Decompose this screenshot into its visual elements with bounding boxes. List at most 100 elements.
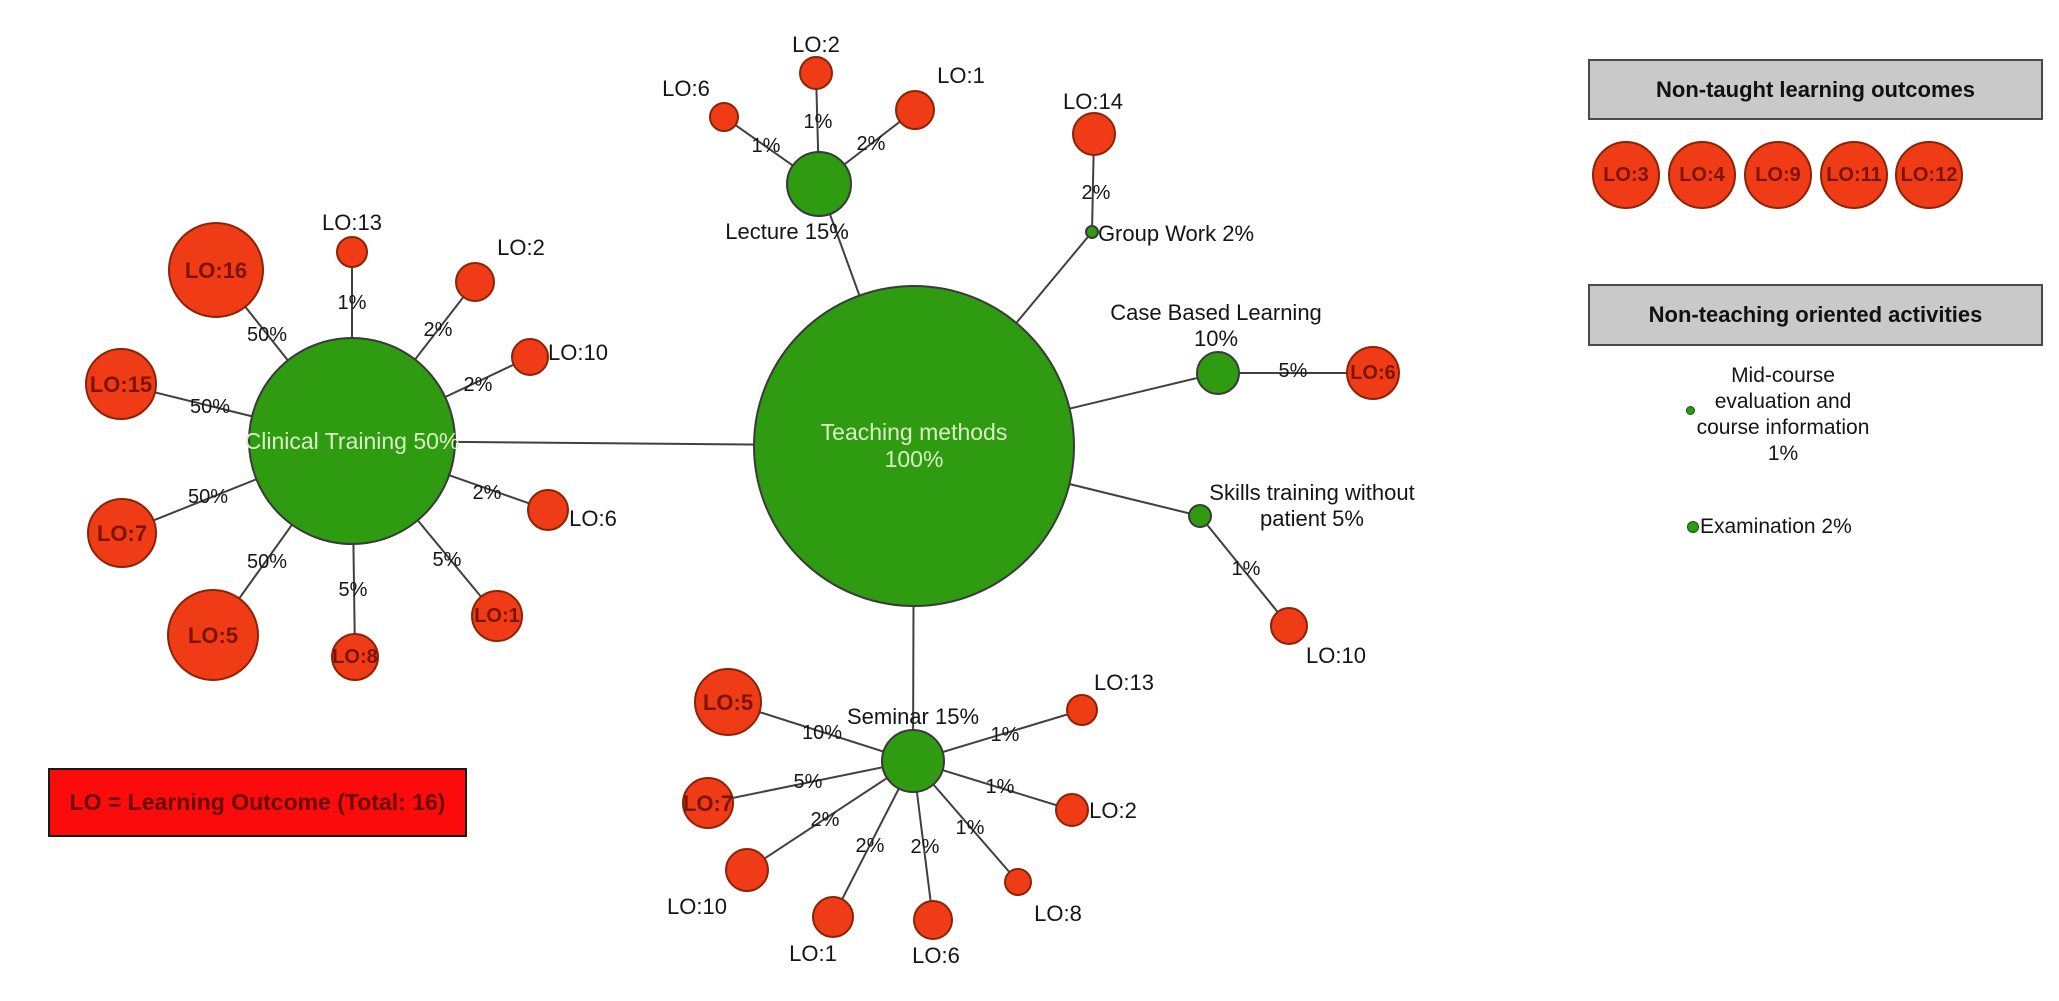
edge-label-groupwork-lo14: 2% xyxy=(1082,182,1111,204)
node-cl-lo5 xyxy=(167,589,259,681)
examination-label: Examination 2% xyxy=(1700,515,1852,538)
node-lec-lo2 xyxy=(799,56,833,90)
node-seminar xyxy=(881,729,945,793)
label-cl-lo7: LO:7 xyxy=(97,521,147,546)
node-cbl xyxy=(1196,351,1240,395)
label-groupwork: Group Work 2% xyxy=(1098,221,1254,246)
label-cl-lo8: LO:8 xyxy=(332,646,378,668)
non-taught-circle-lo4: LO:4 xyxy=(1668,141,1736,209)
node-cl-lo13 xyxy=(336,236,368,268)
label-sem-lo6: LO:6 xyxy=(912,943,960,968)
label-clinical: Clinical Training 50% xyxy=(245,428,460,454)
non-taught-circle-lo12: LO:12 xyxy=(1895,141,1963,209)
label-sk-lo10: LO:10 xyxy=(1306,643,1366,668)
node-sk-lo10 xyxy=(1270,607,1308,645)
label-lecture: Lecture 15% xyxy=(725,219,849,244)
label-cl-lo13: LO:13 xyxy=(322,210,382,235)
edge-label-seminar-sem-lo6: 2% xyxy=(911,836,940,858)
node-sem-lo7 xyxy=(682,777,734,829)
label-sem-lo5: LO:5 xyxy=(703,690,753,715)
midcourse-line-2: evaluation and xyxy=(1714,390,1852,413)
node-sem-lo6 xyxy=(913,900,953,940)
node-cl-lo1 xyxy=(471,590,523,642)
edge-label-seminar-sem-lo1: 2% xyxy=(856,835,885,857)
node-lecture xyxy=(786,151,852,217)
edge-label-clinical-cl-lo5: 50% xyxy=(247,551,287,573)
node-lo14 xyxy=(1072,112,1116,156)
label-lec-lo1: LO:1 xyxy=(937,63,985,88)
node-cl-lo7 xyxy=(87,498,157,568)
node-sem-lo13 xyxy=(1066,694,1098,726)
node-sem-lo10 xyxy=(725,848,769,892)
edge-label-clinical-cl-lo10: 2% xyxy=(464,374,493,396)
label-sem-lo8: LO:8 xyxy=(1034,901,1082,926)
non-taught-label: LO:3 xyxy=(1603,163,1649,186)
non-teaching-activities-title: Non-teaching oriented activities xyxy=(1648,302,1983,327)
node-cl-lo15 xyxy=(85,348,157,420)
label-cbl-lo6: LO:6 xyxy=(1350,362,1396,384)
node-skills xyxy=(1188,504,1212,528)
edge-label-clinical-cl-lo13: 1% xyxy=(338,292,367,314)
node-cl-lo6 xyxy=(527,489,569,531)
edge-label-lecture-lec-lo1: 2% xyxy=(857,133,886,155)
label-lec-lo2: LO:2 xyxy=(792,32,840,57)
label-cl-lo6: LO:6 xyxy=(569,506,617,531)
non-taught-label: LO:11 xyxy=(1826,163,1882,186)
node-sem-lo2 xyxy=(1055,793,1089,827)
midcourse-evaluation-label: Mid-course evaluation and course informa… xyxy=(1692,363,1874,467)
node-sem-lo1 xyxy=(812,896,854,938)
label-sem-lo7: LO:7 xyxy=(683,791,733,816)
edge-label-seminar-sem-lo13: 1% xyxy=(991,724,1020,746)
non-taught-circle-lo9: LO:9 xyxy=(1744,141,1812,209)
edge-label-clinical-cl-lo8: 5% xyxy=(339,579,368,601)
edge-label-lecture-lec-lo2: 1% xyxy=(804,111,833,133)
label-cl-lo10: LO:10 xyxy=(548,340,608,365)
label-teaching: Teaching methods 100% xyxy=(821,419,1008,472)
non-taught-circle-lo3: LO:3 xyxy=(1592,141,1660,209)
lo-legend-text: LO = Learning Outcome (Total: 16) xyxy=(69,789,446,815)
edge-label-clinical-cl-lo2: 2% xyxy=(424,319,453,341)
edge-skills-sk-lo10 xyxy=(1199,515,1290,627)
node-lec-lo1 xyxy=(895,90,935,130)
label-cl-lo5: LO:5 xyxy=(188,623,238,648)
node-cbl-lo6 xyxy=(1346,346,1400,400)
midcourse-evaluation-dot xyxy=(1686,406,1695,415)
edge-seminar-sem-lo7 xyxy=(707,760,914,804)
edge-label-seminar-sem-lo2: 1% xyxy=(986,776,1015,798)
non-taught-label: LO:12 xyxy=(1900,163,1958,186)
label-lec-lo6: LO:6 xyxy=(662,76,710,101)
label-sem-lo2: LO:2 xyxy=(1089,798,1137,823)
non-taught-circle-lo11: LO:11 xyxy=(1820,141,1888,209)
lo-legend-box: LO = Learning Outcome (Total: 16) xyxy=(48,768,467,837)
node-cl-lo10 xyxy=(511,338,549,376)
edge-label-clinical-cl-lo15: 50% xyxy=(190,396,230,418)
node-cl-lo8 xyxy=(331,633,379,681)
edge-label-clinical-cl-lo6: 2% xyxy=(473,482,502,504)
label-sem-lo13: LO:13 xyxy=(1094,670,1154,695)
label-sem-lo1: LO:1 xyxy=(789,941,837,966)
edge-label-seminar-sem-lo5: 10% xyxy=(802,722,842,744)
non-taught-outcomes-header: Non-taught learning outcomes xyxy=(1588,59,2043,120)
edge-label-seminar-sem-lo8: 1% xyxy=(956,817,985,839)
midcourse-line-4: 1% xyxy=(1767,442,1799,465)
label-skills: Skills training without patient 5% xyxy=(1209,480,1414,531)
node-lec-lo6 xyxy=(709,102,739,132)
node-sem-lo5 xyxy=(694,668,762,736)
label-cbl: Case Based Learning 10% xyxy=(1110,300,1322,351)
examination-dot xyxy=(1687,521,1699,533)
edge-label-cbl-cbl-lo6: 5% xyxy=(1279,360,1308,382)
edge-label-lecture-lec-lo6: 1% xyxy=(752,135,781,157)
midcourse-line-1: Mid-course xyxy=(1731,364,1835,387)
label-cl-lo2: LO:2 xyxy=(497,235,545,260)
edge-seminar-sem-lo10 xyxy=(746,760,914,871)
label-sem-lo10: LO:10 xyxy=(667,894,727,919)
non-teaching-activities-header: Non-teaching oriented activities xyxy=(1588,284,2043,346)
label-cl-lo15: LO:15 xyxy=(90,372,152,397)
label-seminar: Seminar 15% xyxy=(847,704,979,729)
edge-label-clinical-cl-lo1: 5% xyxy=(433,549,462,571)
node-groupwork xyxy=(1085,225,1099,239)
edge-label-seminar-sem-lo7: 5% xyxy=(794,771,823,793)
non-taught-outcomes-title: Non-taught learning outcomes xyxy=(1656,76,1975,102)
